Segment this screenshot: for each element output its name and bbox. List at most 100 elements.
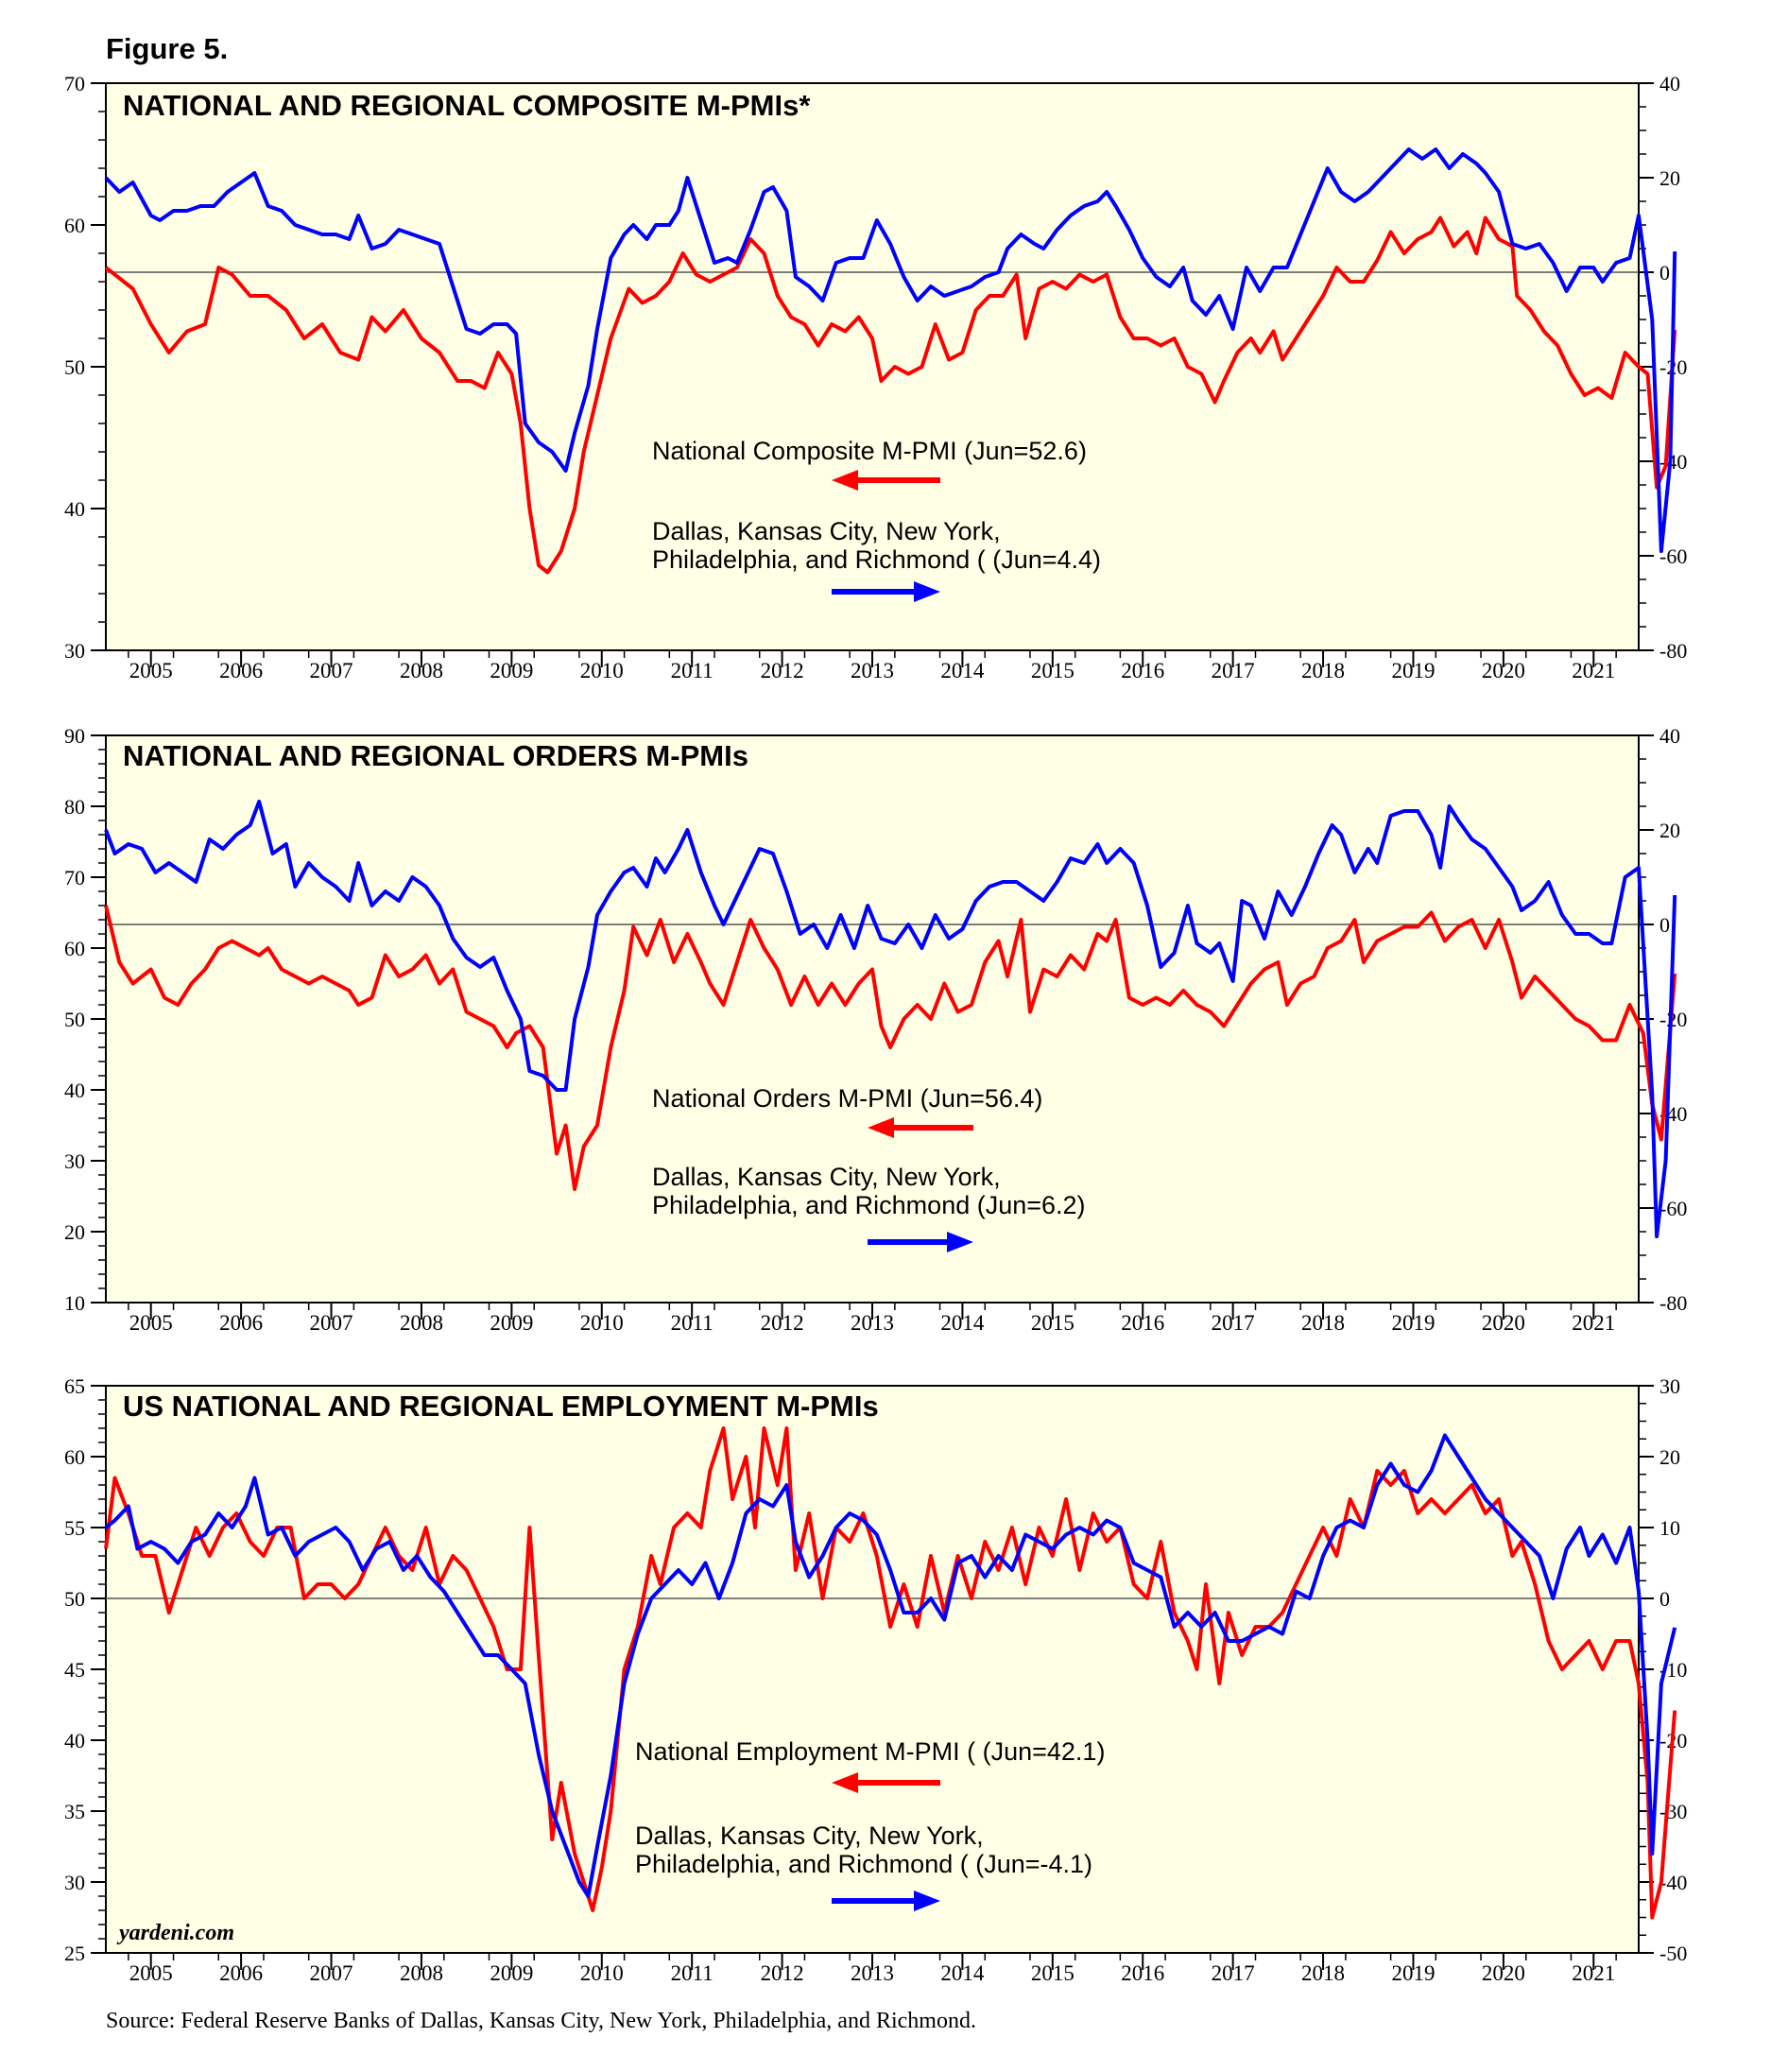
national-legend-label: National Composite M-PMI (Jun=52.6) [652, 437, 1087, 465]
panel-title: US NATIONAL AND REGIONAL EMPLOYMENT M-PM… [123, 1390, 879, 1423]
employment-chart: 253035404550556065-50-40-30-20-100102030… [64, 1374, 1687, 1985]
left-tick-label: 25 [64, 1942, 85, 1965]
right-tick-label: -60 [1659, 544, 1687, 568]
left-tick-label: 45 [64, 1658, 85, 1682]
regional-arrow-head [947, 1232, 973, 1252]
panel-title: NATIONAL AND REGIONAL ORDERS M-PMIs [123, 739, 748, 772]
year-label: 2009 [490, 1311, 533, 1335]
figure-title: Figure 5. [106, 32, 229, 65]
regional-legend-label: Dallas, Kansas City, New York, [635, 1822, 984, 1850]
year-label: 2010 [580, 1311, 624, 1335]
national-series-line [104, 905, 1677, 1191]
regional-series-line [104, 147, 1677, 553]
left-tick-label: 10 [64, 1291, 85, 1315]
year-label: 2008 [400, 1311, 443, 1335]
left-tick-label: 60 [64, 937, 85, 960]
year-label: 2009 [490, 659, 533, 682]
year-label: 2016 [1121, 1961, 1164, 1985]
regional-legend-label: Dallas, Kansas City, New York, [652, 517, 1001, 545]
year-label: 2019 [1391, 659, 1435, 682]
national-arrow-head [832, 470, 858, 491]
year-label: 2006 [219, 1961, 263, 1985]
left-tick-label: 30 [64, 639, 85, 663]
left-tick-label: 20 [64, 1220, 85, 1244]
left-tick-label: 40 [64, 497, 85, 521]
year-label: 2007 [310, 1311, 353, 1335]
regional-legend-label: Philadelphia, and Richmond (Jun=6.2) [652, 1191, 1086, 1219]
year-label: 2009 [490, 1961, 533, 1985]
left-tick-label: 35 [64, 1800, 85, 1823]
year-label: 2015 [1031, 659, 1075, 682]
year-label: 2011 [671, 1311, 713, 1335]
watermark: yardeni.com [116, 1921, 234, 1945]
year-label: 2012 [761, 1311, 804, 1335]
left-tick-label: 60 [64, 214, 85, 237]
left-tick-label: 55 [64, 1516, 85, 1540]
year-label: 2014 [940, 1961, 985, 1985]
year-label: 2015 [1031, 1961, 1075, 1985]
right-tick-label: 40 [1659, 72, 1680, 95]
year-label: 2014 [940, 1311, 985, 1335]
panel-title: NATIONAL AND REGIONAL COMPOSITE M-PMIs* [123, 89, 811, 122]
year-label: 2013 [851, 1961, 894, 1985]
year-label: 2015 [1031, 1311, 1075, 1335]
year-label: 2020 [1482, 659, 1525, 682]
year-label: 2017 [1212, 1311, 1255, 1335]
year-label: 2021 [1572, 1961, 1615, 1985]
left-tick-label: 50 [64, 1587, 85, 1611]
year-label: 2007 [310, 659, 353, 682]
source-note: Source: Federal Reserve Banks of Dallas,… [106, 2009, 976, 2033]
right-tick-label: 20 [1659, 1445, 1680, 1469]
left-tick-label: 40 [64, 1079, 85, 1102]
left-tick-label: 70 [64, 866, 85, 889]
right-tick-label: -40 [1659, 1871, 1687, 1894]
year-label: 2018 [1301, 1961, 1345, 1985]
year-label: 2007 [310, 1961, 353, 1985]
year-label: 2016 [1121, 659, 1164, 682]
left-tick-label: 80 [64, 795, 85, 819]
year-label: 2010 [580, 1961, 624, 1985]
right-tick-label: 0 [1659, 261, 1670, 285]
year-label: 2011 [671, 1961, 713, 1985]
year-label: 2017 [1212, 1961, 1255, 1985]
left-tick-label: 50 [64, 355, 85, 379]
year-label: 2020 [1482, 1961, 1525, 1985]
year-label: 2017 [1212, 659, 1255, 682]
plot-area [105, 734, 1640, 1304]
plot-area [105, 1385, 1640, 1954]
year-label: 2019 [1391, 1961, 1435, 1985]
left-tick-label: 65 [64, 1374, 85, 1398]
year-label: 2013 [851, 659, 894, 682]
year-label: 2010 [580, 659, 624, 682]
year-label: 2020 [1482, 1311, 1525, 1335]
right-tick-label: 20 [1659, 166, 1680, 190]
right-tick-label: -60 [1659, 1197, 1687, 1220]
right-tick-label: -50 [1659, 1942, 1687, 1965]
left-tick-label: 50 [64, 1008, 85, 1031]
year-label: 2019 [1391, 1311, 1435, 1335]
right-tick-label: -80 [1659, 1291, 1687, 1315]
national-arrow-head [868, 1117, 894, 1138]
regional-legend-label: Philadelphia, and Richmond ( (Jun=4.4) [652, 545, 1101, 574]
year-label: 2016 [1121, 1311, 1164, 1335]
national-series-line [104, 216, 1677, 575]
year-label: 2008 [400, 1961, 443, 1985]
right-tick-label: 20 [1659, 819, 1680, 842]
year-label: 2006 [219, 659, 263, 682]
year-label: 2014 [940, 659, 985, 682]
right-tick-label: -80 [1659, 639, 1687, 663]
year-label: 2018 [1301, 1311, 1345, 1335]
year-label: 2008 [400, 659, 443, 682]
year-label: 2006 [219, 1311, 263, 1335]
regional-arrow-head [914, 1891, 940, 1911]
national-arrow-head [832, 1772, 858, 1793]
regional-arrow-head [914, 581, 940, 602]
year-label: 2005 [129, 659, 173, 682]
year-label: 2021 [1572, 1311, 1615, 1335]
right-tick-label: 40 [1659, 724, 1680, 748]
left-tick-label: 30 [64, 1871, 85, 1894]
right-tick-label: 0 [1659, 913, 1670, 937]
national-legend-label: National Orders M-PMI (Jun=56.4) [652, 1084, 1042, 1113]
